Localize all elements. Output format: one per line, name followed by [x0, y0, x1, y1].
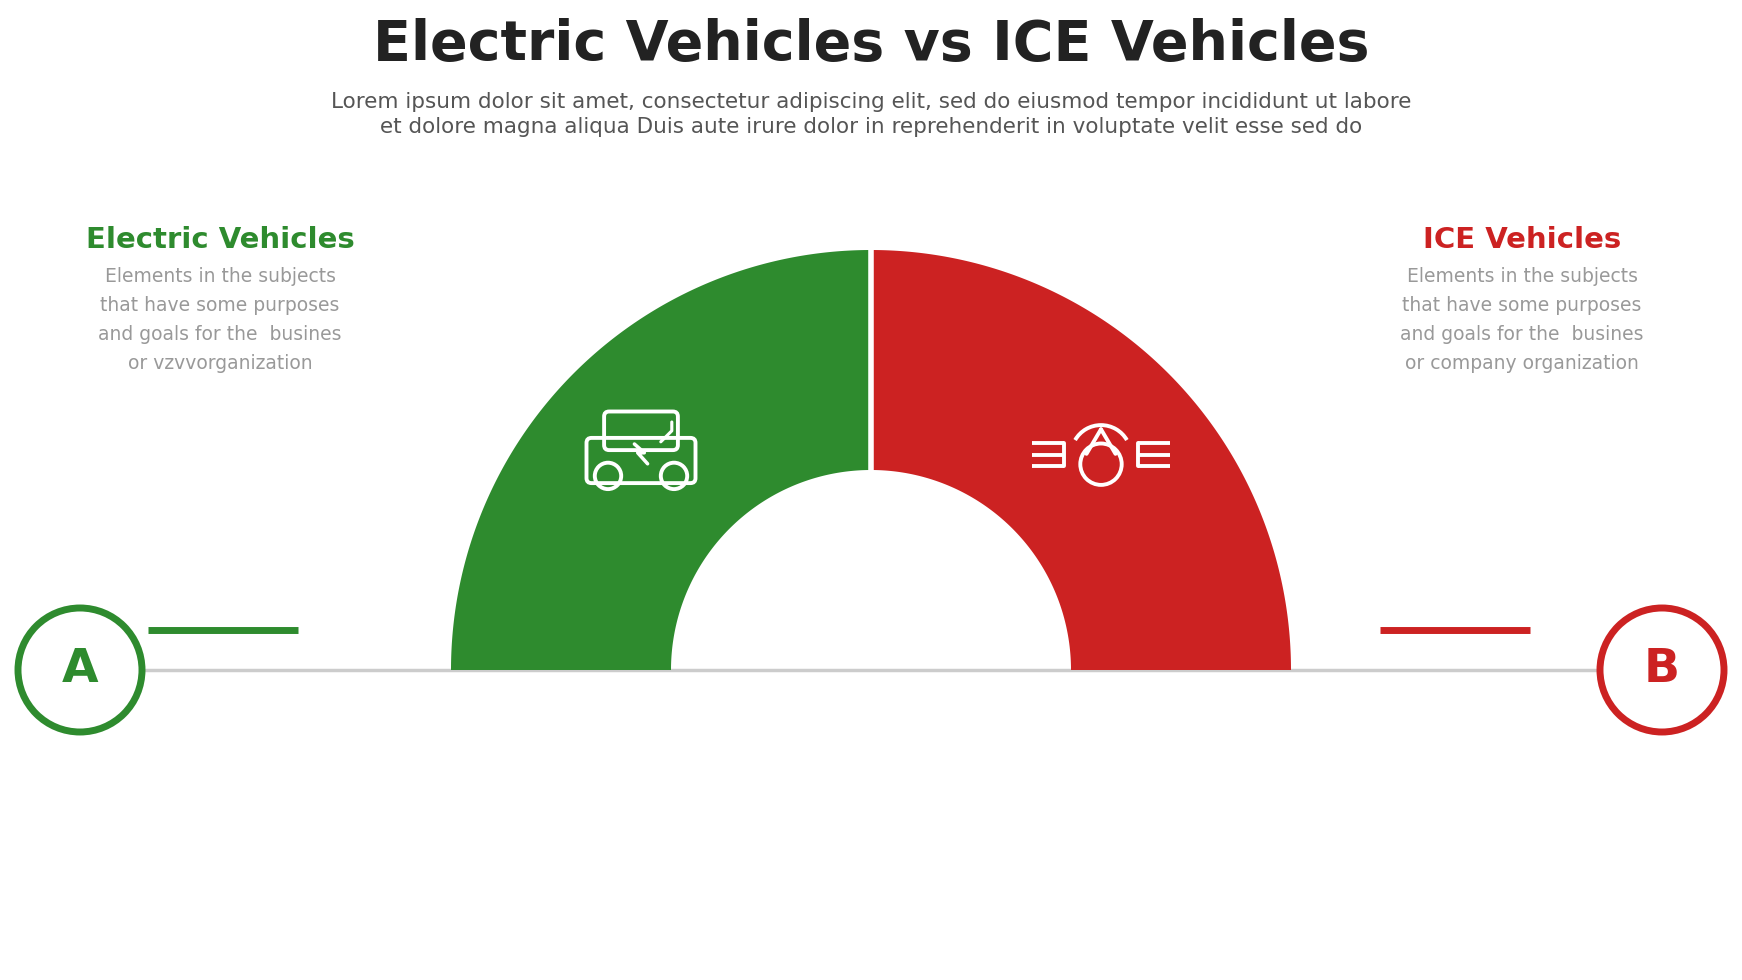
Text: B: B: [1644, 648, 1679, 693]
Polygon shape: [451, 250, 871, 670]
Circle shape: [17, 608, 143, 732]
Text: Lorem ipsum dolor sit amet, consectetur adipiscing elit, sed do eiusmod tempor i: Lorem ipsum dolor sit amet, consectetur …: [331, 92, 1411, 112]
Text: ICE Vehicles: ICE Vehicles: [1423, 226, 1622, 254]
Text: Electric Vehicles: Electric Vehicles: [85, 226, 354, 254]
Text: Elements in the subjects
that have some purposes
and goals for the  busines
or c: Elements in the subjects that have some …: [1401, 268, 1644, 372]
Text: Elements in the subjects
that have some purposes
and goals for the  busines
or v: Elements in the subjects that have some …: [98, 268, 341, 372]
Circle shape: [1599, 608, 1725, 732]
Polygon shape: [871, 250, 1291, 670]
Text: A: A: [61, 648, 98, 693]
Text: et dolore magna aliqua Duis aute irure dolor in reprehenderit in voluptate velit: et dolore magna aliqua Duis aute irure d…: [380, 117, 1362, 137]
Text: Electric Vehicles vs ICE Vehicles: Electric Vehicles vs ICE Vehicles: [373, 18, 1369, 72]
